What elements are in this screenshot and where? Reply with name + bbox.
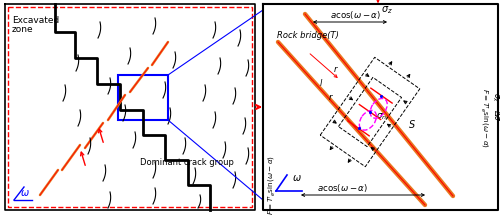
Text: $\mathit{F}= T'_e \sin(\omega-\alpha)$: $\mathit{F}= T'_e \sin(\omega-\alpha)$: [478, 88, 490, 148]
Bar: [118, 75, 168, 120]
Text: Rock bridge(T): Rock bridge(T): [277, 31, 339, 40]
Text: $a\cos(\omega-\alpha)$: $a\cos(\omega-\alpha)$: [330, 9, 381, 21]
Text: $\mathit{F}= T'_e \sin(\omega-\alpha)$: $\mathit{F}= T'_e \sin(\omega-\alpha)$: [266, 155, 278, 215]
Text: $r$: $r$: [328, 92, 334, 102]
Text: $r$: $r$: [333, 64, 339, 74]
Text: $S$: $S$: [408, 118, 416, 130]
Bar: [8, 7, 252, 207]
Text: $a\cos(\omega-\alpha)$: $a\cos(\omega-\alpha)$: [317, 182, 368, 194]
Text: $\omega$: $\omega$: [20, 188, 30, 198]
Text: $\sigma_n$: $\sigma_n$: [376, 111, 388, 121]
Text: zone: zone: [12, 25, 34, 34]
Text: $\sigma_z$: $\sigma_z$: [381, 4, 393, 16]
Text: $\omega$: $\omega$: [292, 173, 302, 183]
Text: Excavated: Excavated: [12, 16, 60, 25]
Text: $l$: $l$: [319, 77, 324, 88]
Text: Dominant crack group: Dominant crack group: [140, 158, 234, 167]
Text: $\sigma_x-\Delta\sigma$: $\sigma_x-\Delta\sigma$: [490, 92, 500, 122]
